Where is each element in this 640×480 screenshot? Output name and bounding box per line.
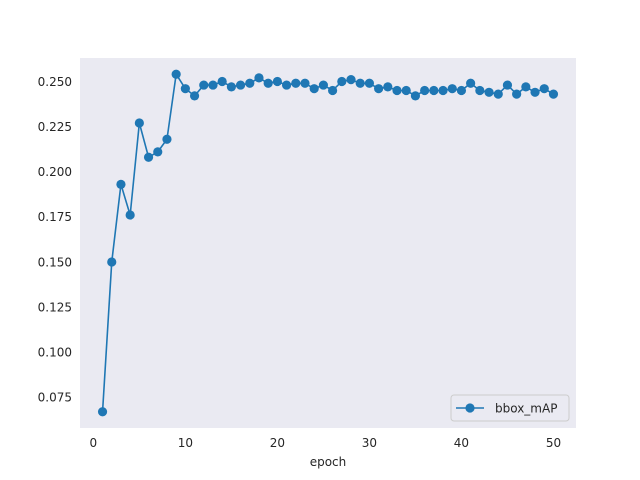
x-tick-label: 0: [90, 436, 98, 450]
x-tick-label: 40: [454, 436, 469, 450]
plot-area: [80, 58, 576, 428]
x-tick-label: 50: [546, 436, 561, 450]
data-point: [364, 78, 375, 88]
legend-marker-bbox-map: [465, 403, 475, 413]
y-tick-label: 0.225: [38, 120, 72, 134]
data-point: [484, 87, 494, 97]
y-tick-label: 0.075: [38, 391, 72, 405]
y-axis-ticks: 0.075 0.100 0.125 0.150 0.175 0.200 0.225 0.250: [38, 75, 72, 405]
data-point: [245, 78, 255, 88]
data-point: [374, 84, 384, 94]
data-point: [189, 91, 200, 101]
x-tick-label: 20: [270, 436, 285, 450]
data-point: [438, 85, 448, 96]
data-point: [281, 80, 292, 90]
data-point: [318, 80, 328, 90]
x-axis-label: epoch: [310, 455, 347, 469]
data-point: [429, 85, 439, 96]
data-point: [272, 76, 282, 87]
data-point: [410, 91, 421, 101]
data-point: [346, 75, 356, 85]
data-point: [300, 78, 310, 88]
data-point: [217, 76, 227, 87]
data-point: [383, 82, 393, 92]
data-point: [392, 85, 402, 96]
data-point: [143, 152, 154, 162]
y-tick-label: 0.150: [38, 255, 72, 269]
data-point: [153, 147, 163, 157]
y-tick-label: 0.200: [38, 165, 72, 179]
data-point: [328, 85, 338, 96]
data-point: [226, 82, 236, 92]
data-point: [309, 84, 319, 94]
x-axis-ticks: 0 10 20 30 40 50: [90, 436, 562, 450]
data-point: [456, 85, 467, 96]
data-point: [401, 85, 411, 96]
data-point: [420, 85, 430, 96]
legend-label-bbox-map: bbox_mAP: [495, 402, 557, 416]
x-tick-label: 10: [178, 436, 193, 450]
data-point: [97, 407, 108, 417]
data-point: [208, 80, 218, 90]
data-point: [466, 78, 476, 88]
y-tick-label: 0.250: [38, 75, 72, 89]
data-point: [162, 134, 172, 144]
data-point: [116, 179, 126, 189]
legend: bbox_mAP: [450, 394, 570, 422]
data-point: [107, 257, 117, 267]
data-point: [539, 84, 549, 94]
data-point: [263, 78, 273, 88]
series-layer: [97, 69, 559, 417]
data-point: [235, 80, 246, 90]
data-point: [355, 78, 365, 88]
data-point: [291, 78, 301, 88]
x-tick-label: 30: [362, 436, 377, 450]
y-tick-label: 0.125: [38, 300, 72, 314]
data-point: [254, 73, 264, 83]
data-point: [447, 84, 457, 94]
data-point: [125, 210, 135, 220]
data-point: [548, 89, 559, 99]
legend-box: [450, 394, 570, 422]
y-tick-label: 0.100: [38, 345, 72, 359]
data-point: [337, 76, 347, 87]
data-point: [521, 82, 531, 92]
data-point: [512, 89, 522, 99]
data-point: [199, 80, 209, 90]
data-point: [493, 89, 503, 99]
data-point: [502, 80, 513, 90]
data-point: [180, 84, 190, 94]
data-point: [530, 87, 540, 97]
y-tick-label: 0.175: [38, 210, 72, 224]
data-point: [171, 69, 181, 79]
data-point: [475, 85, 485, 96]
data-point: [134, 118, 144, 128]
